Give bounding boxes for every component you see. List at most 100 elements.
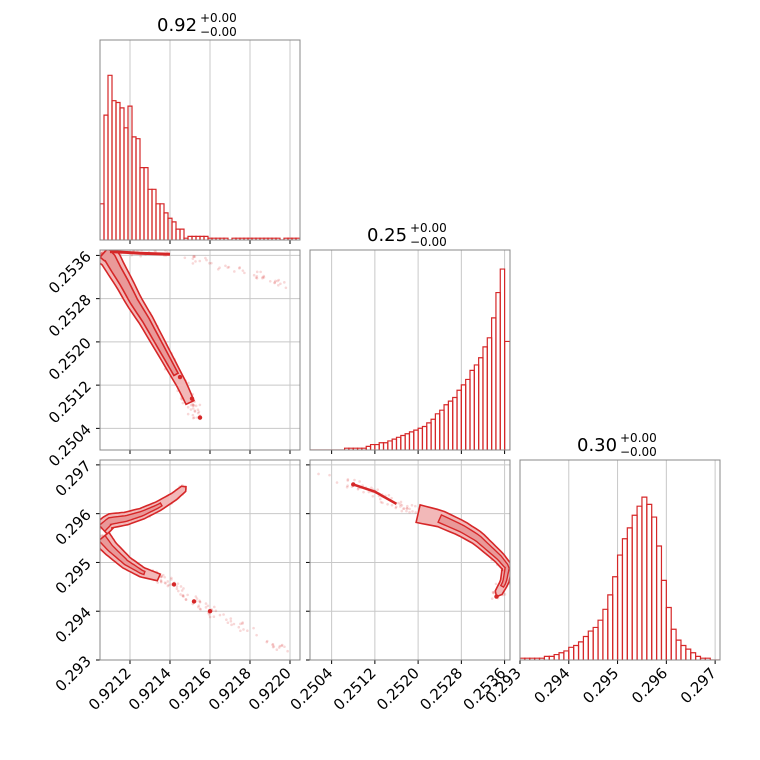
histogram-bin: [558, 652, 565, 660]
histogram-bin: [443, 404, 449, 450]
histogram-bin: [486, 337, 493, 450]
scatter-point: [381, 501, 384, 505]
scatter-point: [159, 579, 163, 583]
histogram-bin: [417, 427, 424, 450]
histogram-bin: [636, 505, 643, 660]
histogram-bin: [465, 378, 471, 450]
scatter-point: [186, 405, 190, 409]
scatter-point: [400, 503, 404, 507]
scatter-point: [286, 649, 289, 653]
histogram-bin: [582, 635, 589, 660]
outlier-point: [207, 609, 213, 614]
scatter-point: [197, 410, 201, 414]
title-sup-0: +0.00: [200, 11, 237, 25]
panel-frame: [309, 459, 511, 661]
title-value-2: 0.30: [577, 435, 617, 456]
histogram-bin: [387, 440, 393, 450]
scatter-point: [191, 257, 195, 260]
histogram-bin: [587, 630, 594, 660]
scatter-point: [166, 584, 170, 588]
scatter-point: [160, 575, 163, 578]
title-sup-2: +0.00: [620, 431, 657, 445]
scatter-point: [163, 581, 167, 584]
scatter-point: [390, 503, 394, 507]
histogram-bin: [651, 516, 658, 660]
panel-frame: [309, 249, 511, 451]
contour-inner: [437, 513, 510, 589]
scatter-point: [183, 256, 187, 260]
scatter-point: [272, 645, 276, 648]
histogram-bin: [365, 445, 372, 450]
scatter-point: [191, 262, 195, 265]
scatter-point: [198, 259, 202, 263]
scatter-point: [254, 276, 258, 279]
scatter-point: [208, 615, 212, 619]
x-tick-label: 0.2520: [373, 664, 423, 714]
histogram-bin: [495, 291, 501, 450]
scatter-point: [273, 281, 277, 284]
histogram-bin: [577, 641, 585, 660]
scatter-point: [192, 404, 196, 407]
scatter-point: [166, 580, 170, 583]
contour-upper-outer: [100, 485, 187, 536]
scatter-point: [405, 504, 409, 508]
scatter-point: [255, 275, 259, 278]
scatter-point: [492, 591, 495, 595]
outlier-point: [197, 415, 203, 420]
histogram-bin: [434, 413, 441, 450]
scatter-point: [284, 286, 288, 290]
scatter-point: [283, 281, 286, 284]
histogram-bin: [548, 655, 555, 660]
scatter-point: [238, 266, 242, 269]
scatter-point: [225, 618, 228, 621]
scatter-point: [280, 644, 284, 648]
scatter-point: [241, 622, 244, 625]
correlation-marks: [100, 484, 289, 653]
histogram-bin: [421, 425, 428, 450]
scatter-point: [191, 404, 195, 407]
scatter-point: [191, 404, 195, 407]
scatter-point: [252, 273, 256, 277]
scatter-point: [394, 506, 398, 510]
scatter-point: [230, 623, 233, 627]
x-tick-label: 0.2512: [330, 664, 380, 714]
title-param-2: 0.30 +0.00 −0.00: [577, 431, 657, 459]
histogram-bin: [607, 594, 614, 660]
x-tick-label: 0.2504: [287, 664, 337, 714]
histogram-bin: [597, 619, 604, 660]
scatter-point: [226, 621, 230, 625]
scatter-point: [279, 282, 282, 286]
histogram-bin: [447, 400, 454, 450]
scatter-point: [191, 416, 195, 420]
scatter-point: [405, 507, 409, 510]
scatter-point: [198, 599, 201, 602]
histogram-bin: [452, 396, 458, 450]
scatter-point: [268, 279, 272, 283]
scatter-point: [399, 500, 403, 504]
scatter-point: [195, 597, 199, 600]
scatter-point: [243, 271, 246, 275]
scatter-point: [346, 479, 350, 482]
scatter-point: [277, 646, 281, 649]
scatter-point: [186, 412, 190, 416]
scatter-point: [197, 604, 201, 607]
scatter-point: [208, 261, 211, 265]
scatter-point: [193, 409, 197, 413]
scatter-point: [265, 639, 269, 643]
scatter-point: [100, 247, 103, 250]
scatter-point: [196, 408, 200, 412]
scatter-point: [180, 589, 184, 592]
histogram-bin: [378, 442, 385, 450]
scatter-point: [130, 253, 134, 257]
histogram-bin: [430, 418, 437, 450]
scatter-point: [255, 276, 259, 280]
title-sub-1: −0.00: [410, 235, 447, 249]
scatter-point: [156, 581, 159, 584]
histogram-bin: [704, 657, 711, 660]
histogram-bin: [563, 650, 570, 660]
histogram-bin: [665, 606, 672, 660]
scatter-point: [170, 576, 173, 580]
scatter-point: [277, 283, 280, 287]
scatter-point: [492, 590, 496, 594]
